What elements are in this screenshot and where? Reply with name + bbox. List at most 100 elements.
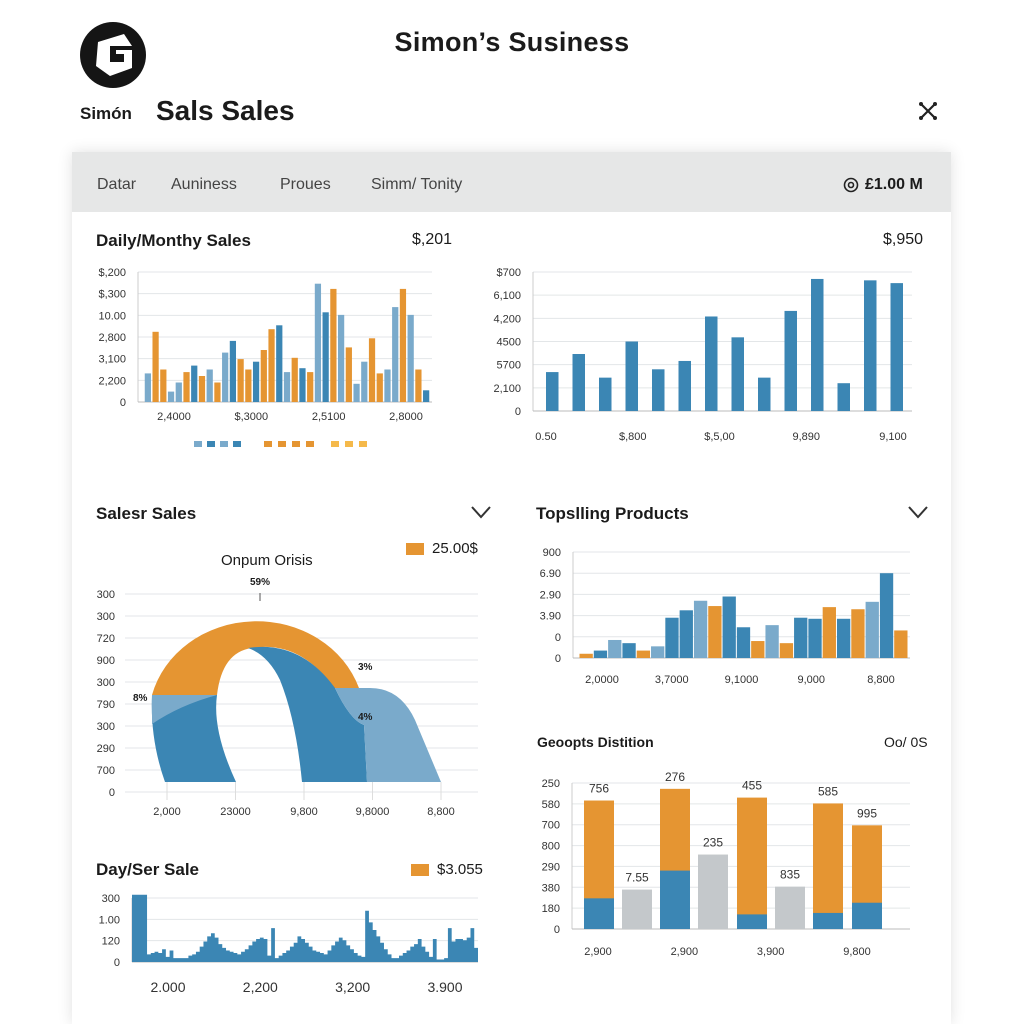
bar[interactable]	[229, 340, 237, 402]
bar[interactable]	[572, 354, 586, 411]
legend-swatch	[220, 441, 228, 447]
bar[interactable]	[260, 350, 267, 402]
bar[interactable]	[758, 377, 771, 411]
bar[interactable]	[167, 391, 175, 402]
bar[interactable]	[837, 383, 851, 411]
x-tick-label: 3,7000	[655, 674, 689, 686]
bar[interactable]	[214, 382, 221, 403]
bar[interactable]	[546, 372, 559, 411]
bar[interactable]	[811, 278, 824, 411]
bar-segment-blue[interactable]	[852, 902, 882, 929]
bar[interactable]	[268, 329, 275, 402]
bar[interactable]	[368, 338, 376, 402]
bar[interactable]	[579, 653, 593, 658]
bar[interactable]	[836, 618, 851, 658]
collapse-icon[interactable]	[470, 503, 492, 521]
bar[interactable]	[731, 337, 745, 411]
bar[interactable]	[736, 627, 751, 658]
bar[interactable]	[345, 347, 352, 402]
bar[interactable]	[198, 376, 206, 402]
nav-item-tonity[interactable]: Simm/ Tonity	[371, 176, 463, 193]
bar[interactable]	[376, 373, 383, 402]
bar[interactable]	[144, 373, 151, 402]
bar[interactable]	[361, 361, 368, 402]
bar[interactable]	[407, 314, 414, 402]
bar[interactable]	[851, 609, 865, 658]
bar[interactable]	[678, 360, 692, 411]
balance-display[interactable]: £1.00 M	[843, 176, 923, 194]
bar[interactable]	[175, 382, 182, 403]
bar[interactable]	[808, 618, 822, 658]
bar[interactable]	[599, 377, 612, 411]
bar[interactable]	[822, 607, 836, 658]
nav-item-auniness[interactable]: Auniness	[171, 176, 237, 193]
bar[interactable]	[314, 283, 322, 402]
bar[interactable]	[384, 369, 391, 403]
bar[interactable]	[307, 372, 314, 402]
bar-segment-blue[interactable]	[660, 870, 690, 929]
bar-segment-blue[interactable]	[813, 912, 843, 929]
bar[interactable]	[206, 369, 213, 403]
bar[interactable]	[299, 368, 306, 402]
bar[interactable]	[665, 617, 679, 658]
arch-lightblue-right	[335, 688, 441, 782]
bar[interactable]	[765, 625, 779, 658]
bar[interactable]	[593, 650, 608, 658]
bar[interactable]	[283, 372, 291, 402]
bar[interactable]	[330, 288, 337, 402]
bar[interactable]	[337, 314, 345, 402]
bar[interactable]	[625, 341, 639, 412]
bar[interactable]	[865, 601, 879, 658]
y-tick-label: 3,100	[98, 354, 126, 366]
bar[interactable]	[679, 610, 693, 658]
bar[interactable]	[353, 383, 360, 402]
bar[interactable]	[608, 639, 622, 658]
bar[interactable]	[191, 365, 198, 402]
bar-segment-orange[interactable]	[737, 797, 767, 929]
bar[interactable]	[794, 617, 808, 658]
bar[interactable]	[252, 361, 260, 402]
bar[interactable]	[622, 889, 652, 929]
bar[interactable]	[651, 646, 665, 658]
close-icon[interactable]	[917, 100, 939, 122]
bar[interactable]	[890, 283, 904, 411]
bar[interactable]	[322, 312, 329, 402]
bar[interactable]	[779, 643, 794, 658]
bar-segment-orange[interactable]	[813, 803, 843, 929]
bar[interactable]	[423, 390, 430, 402]
bar[interactable]	[784, 310, 798, 411]
bar[interactable]	[622, 643, 636, 658]
bar[interactable]	[399, 288, 407, 402]
bar[interactable]	[245, 369, 252, 403]
nav-item-datar[interactable]: Datar	[97, 176, 137, 193]
bar[interactable]	[705, 316, 718, 411]
bar[interactable]	[636, 650, 651, 658]
bar[interactable]	[722, 596, 736, 658]
bar[interactable]	[698, 854, 728, 929]
bar[interactable]	[708, 606, 722, 658]
y-tick-label: 300	[102, 893, 120, 905]
bar[interactable]	[894, 630, 908, 658]
bar[interactable]	[183, 372, 190, 402]
bar[interactable]	[392, 307, 399, 402]
bar[interactable]	[751, 641, 765, 658]
bar[interactable]	[775, 886, 805, 929]
y-tick-label: 720	[97, 633, 115, 645]
bar[interactable]	[160, 369, 167, 403]
bar[interactable]	[222, 352, 229, 402]
bar[interactable]	[237, 359, 244, 402]
bar[interactable]	[291, 357, 298, 402]
bar[interactable]	[152, 331, 159, 402]
bar[interactable]	[864, 280, 877, 411]
bar[interactable]	[415, 369, 422, 403]
collapse-icon[interactable]	[907, 503, 929, 521]
bar[interactable]	[879, 573, 894, 658]
bar-segment-blue[interactable]	[737, 914, 767, 929]
bar-segment-blue[interactable]	[584, 898, 614, 929]
bar[interactable]	[693, 600, 708, 658]
nav-item-proues[interactable]: Proues	[280, 176, 331, 193]
x-tick-label: 23000	[220, 806, 251, 818]
bar[interactable]	[652, 369, 665, 411]
arch-label: 4%	[358, 712, 373, 723]
bar[interactable]	[276, 325, 283, 402]
